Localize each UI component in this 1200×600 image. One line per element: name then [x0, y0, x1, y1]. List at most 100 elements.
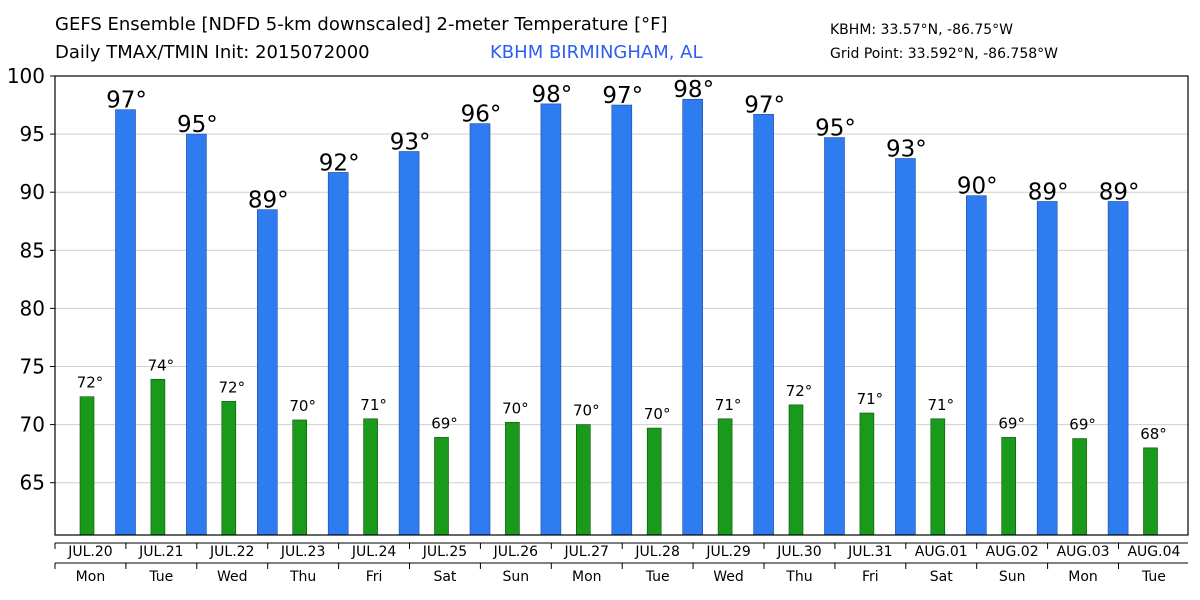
date-label: JUL.22 — [209, 544, 254, 560]
tmax-bar — [824, 137, 845, 536]
date-label: JUL.23 — [280, 544, 325, 560]
tmin-bar — [79, 396, 95, 536]
weekday-label: Sun — [503, 569, 530, 585]
tmin-value-label: 72° — [219, 378, 246, 396]
tmax-bar — [186, 133, 207, 536]
tmax-bar — [1107, 201, 1129, 536]
tmin-value-label: 70° — [289, 397, 316, 415]
tmin-bar — [930, 418, 946, 536]
tmax-bar — [611, 104, 633, 536]
weekday-label: Sun — [999, 569, 1026, 585]
tmin-value-label: 70° — [502, 399, 529, 417]
tmin-bar — [150, 378, 166, 536]
tmax-value-label: 89° — [1028, 179, 1069, 205]
tmax-value-label: 95° — [177, 112, 218, 138]
y-tick-label: 100 — [7, 64, 45, 88]
tmin-value-label: 71° — [857, 390, 884, 408]
tmin-value-label: 74° — [148, 356, 175, 374]
tmax-bar — [895, 158, 916, 536]
date-label: JUL.27 — [564, 544, 609, 560]
chart-title-line2: Daily TMAX/TMIN Init: 2015072000 — [55, 42, 370, 63]
tmax-value-label: 98° — [532, 82, 573, 108]
tmax-bar — [540, 103, 562, 536]
weekday-label: Wed — [713, 569, 744, 585]
tmin-bar — [575, 424, 591, 536]
tmin-bar — [859, 412, 875, 536]
date-label: JUL.26 — [493, 544, 539, 560]
tmin-value-label: 70° — [573, 402, 600, 420]
tmin-value-label: 70° — [644, 405, 671, 423]
y-tick-label: 65 — [20, 471, 45, 495]
weekday-label: Fri — [862, 569, 879, 585]
tmin-bar — [1001, 437, 1017, 536]
tmax-bar — [327, 172, 349, 536]
tmax-value-label: 92° — [319, 150, 360, 176]
tmin-value-label: 71° — [928, 396, 955, 414]
tmin-bar — [292, 419, 308, 536]
tmax-bar — [965, 195, 987, 536]
date-label: JUL.31 — [847, 544, 892, 560]
tmin-value-label: 68° — [1140, 425, 1167, 443]
weekday-label: Sat — [930, 569, 953, 585]
weekday-label: Tue — [1141, 569, 1166, 585]
weekday-label: Thu — [289, 569, 316, 585]
tmax-bar — [469, 123, 491, 536]
y-tick-label: 75 — [20, 355, 45, 379]
tmin-bar — [717, 418, 733, 536]
tmax-value-label: 97° — [744, 92, 785, 118]
weekday-label: Mon — [572, 569, 602, 585]
tmin-value-label: 71° — [360, 396, 387, 414]
station-name: KBHM BIRMINGHAM, AL — [490, 42, 703, 63]
tmin-bar — [221, 401, 237, 536]
tmin-value-label: 72° — [77, 374, 104, 392]
tmax-value-label: 93° — [390, 130, 431, 156]
weekday-label: Fri — [366, 569, 383, 585]
tmin-bar — [788, 404, 804, 536]
tmax-bar — [1036, 201, 1058, 536]
date-label: AUG.03 — [1057, 544, 1110, 560]
date-label: JUL.21 — [138, 544, 183, 560]
date-label: AUG.04 — [1127, 544, 1180, 560]
tmin-bar — [646, 427, 662, 536]
tmax-value-label: 89° — [1099, 179, 1140, 205]
station-coordinates: KBHM: 33.57°N, -86.75°W — [830, 22, 1013, 38]
tmin-value-label: 69° — [1069, 416, 1096, 434]
y-tick-label: 70 — [20, 413, 45, 437]
weekday-label: Mon — [76, 569, 106, 585]
tmax-bar — [115, 109, 136, 536]
weekday-label: Tue — [645, 569, 670, 585]
tmax-bar — [682, 98, 704, 536]
y-tick-label: 90 — [20, 180, 45, 204]
tmin-value-label: 71° — [715, 396, 742, 414]
tmax-value-label: 90° — [957, 174, 998, 200]
y-tick-label: 95 — [20, 122, 45, 146]
tmin-bar — [505, 421, 520, 536]
y-tick-label: 85 — [20, 238, 45, 262]
tmin-bar — [363, 418, 378, 536]
tmin-bar — [1072, 438, 1087, 536]
weekday-label: Wed — [217, 569, 248, 585]
weekday-label: Thu — [785, 569, 812, 585]
date-label: JUL.20 — [67, 544, 112, 560]
plot-frame — [54, 75, 1189, 536]
tmin-bar — [434, 437, 449, 536]
tmin-value-label: 72° — [786, 382, 813, 400]
grid-point-coordinates: Grid Point: 33.592°N, -86.758°W — [830, 46, 1058, 62]
tmin-value-label: 69° — [431, 414, 458, 432]
tmax-value-label: 98° — [673, 77, 714, 103]
tmax-bar — [753, 114, 774, 536]
date-label: JUL.24 — [351, 544, 397, 560]
date-label: JUL.30 — [776, 544, 821, 560]
tmax-bar — [256, 209, 278, 536]
chart-title-line1: GEFS Ensemble [NDFD 5-km downscaled] 2-m… — [55, 14, 668, 35]
date-label: AUG.01 — [915, 544, 968, 560]
tmax-bar — [398, 151, 420, 536]
tmin-value-label: 69° — [998, 414, 1025, 432]
tmin-bar — [1143, 447, 1158, 536]
date-label: JUL.29 — [705, 544, 750, 560]
tmax-value-label: 97° — [602, 83, 643, 109]
tmax-value-label: 93° — [886, 137, 927, 163]
date-label: JUL.28 — [634, 544, 679, 560]
weekday-label: Tue — [148, 569, 173, 585]
